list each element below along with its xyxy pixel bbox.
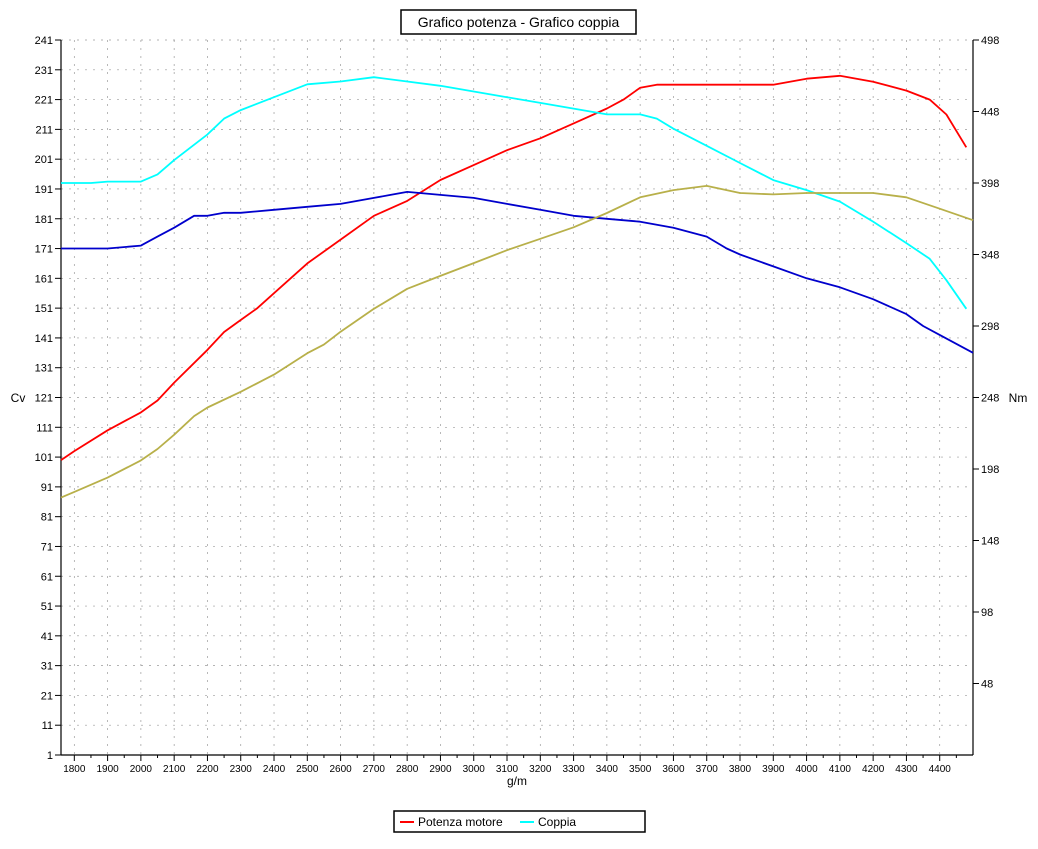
y-tick-label-left: 111	[36, 422, 53, 434]
y-tick-label-left: 181	[35, 214, 53, 226]
y-tick-label-left: 141	[35, 333, 53, 345]
y-tick-label-left: 201	[35, 154, 53, 166]
legend-label-coppia: Coppia	[538, 815, 576, 829]
x-tick-label: 2100	[163, 764, 186, 775]
x-tick-label: 2800	[396, 764, 419, 775]
x-tick-label: 4200	[862, 764, 885, 775]
x-tick-label: 3400	[596, 764, 619, 775]
legend-box	[393, 810, 646, 833]
chart-title: Grafico potenza - Grafico coppia	[418, 14, 620, 30]
y-tick-label-left: 241	[35, 35, 53, 47]
y-axis-right-label: Nm	[1009, 391, 1028, 405]
chart-title-box: Grafico potenza - Grafico coppia	[400, 9, 637, 35]
y-tick-label-left: 121	[35, 393, 53, 405]
y-tick-label-right: 448	[981, 107, 999, 119]
y-tick-label-left: 71	[41, 541, 53, 553]
x-axis-label: g/m	[507, 774, 527, 788]
x-tick-label: 2500	[296, 764, 319, 775]
y-tick-label-right: 498	[981, 35, 999, 47]
y-tick-label-left: 101	[35, 452, 53, 464]
x-tick-label: 3100	[496, 764, 519, 775]
axes: 1112131415161718191101111121131141151161…	[35, 35, 1000, 775]
x-tick-label: 4100	[829, 764, 852, 775]
x-tick-label: 2000	[130, 764, 153, 775]
x-tick-label: 4400	[929, 764, 952, 775]
series-line-0	[60, 74, 968, 461]
y-tick-label-left: 1	[47, 750, 53, 762]
x-tick-label: 2200	[196, 764, 219, 775]
y-tick-label-right: 198	[981, 464, 999, 476]
grid	[61, 39, 973, 756]
x-tick-label: 1800	[63, 764, 86, 775]
x-tick-label: 3700	[696, 764, 719, 775]
x-tick-label: 4300	[895, 764, 918, 775]
y-tick-label-left: 31	[41, 661, 53, 673]
y-tick-label-left: 51	[41, 601, 53, 613]
x-tick-label: 3800	[729, 764, 752, 775]
y-tick-label-right: 298	[981, 321, 999, 333]
y-tick-label-left: 91	[41, 482, 53, 494]
x-tick-label: 3000	[463, 764, 486, 775]
y-tick-label-right: 248	[981, 393, 999, 405]
y-tick-label-right: 48	[981, 679, 993, 691]
y-tick-label-left: 131	[35, 363, 53, 375]
x-tick-label: 2300	[230, 764, 253, 775]
x-tick-label: 2600	[329, 764, 352, 775]
x-tick-label: 3600	[662, 764, 685, 775]
y-tick-label-left: 151	[35, 303, 53, 315]
series-line-3	[60, 185, 974, 499]
y-tick-label-left: 61	[41, 571, 53, 583]
y-tick-label-right: 98	[981, 607, 993, 619]
y-axis-left-label: Cv	[11, 391, 26, 405]
x-tick-label: 3300	[562, 764, 585, 775]
x-tick-label: 2700	[363, 764, 386, 775]
y-tick-label-left: 21	[41, 690, 53, 702]
y-tick-label-left: 11	[42, 720, 53, 732]
x-tick-label: 2400	[263, 764, 286, 775]
y-tick-label-right: 148	[981, 536, 999, 548]
x-tick-label: 2900	[429, 764, 452, 775]
x-tick-label: 3900	[762, 764, 785, 775]
series-line-1	[61, 76, 968, 310]
x-tick-label: 3200	[529, 764, 552, 775]
legend: Potenza motore Coppia	[393, 810, 646, 833]
x-tick-label: 1900	[96, 764, 119, 775]
y-tick-label-left: 221	[35, 95, 53, 107]
x-tick-label: 4000	[795, 764, 818, 775]
y-tick-label-left: 231	[35, 65, 53, 77]
y-tick-label-left: 81	[41, 512, 53, 524]
y-tick-label-left: 161	[35, 273, 53, 285]
y-tick-label-right: 348	[981, 250, 999, 262]
y-tick-label-right: 398	[981, 178, 999, 190]
y-tick-label-left: 41	[41, 631, 53, 643]
series-line-2	[61, 191, 974, 354]
y-tick-label-left: 211	[35, 124, 53, 136]
y-tick-label-left: 191	[35, 184, 53, 196]
series-lines	[60, 74, 974, 499]
x-tick-label: 3500	[629, 764, 652, 775]
y-tick-label-left: 171	[35, 244, 53, 256]
legend-label-potenza: Potenza motore	[418, 815, 503, 829]
